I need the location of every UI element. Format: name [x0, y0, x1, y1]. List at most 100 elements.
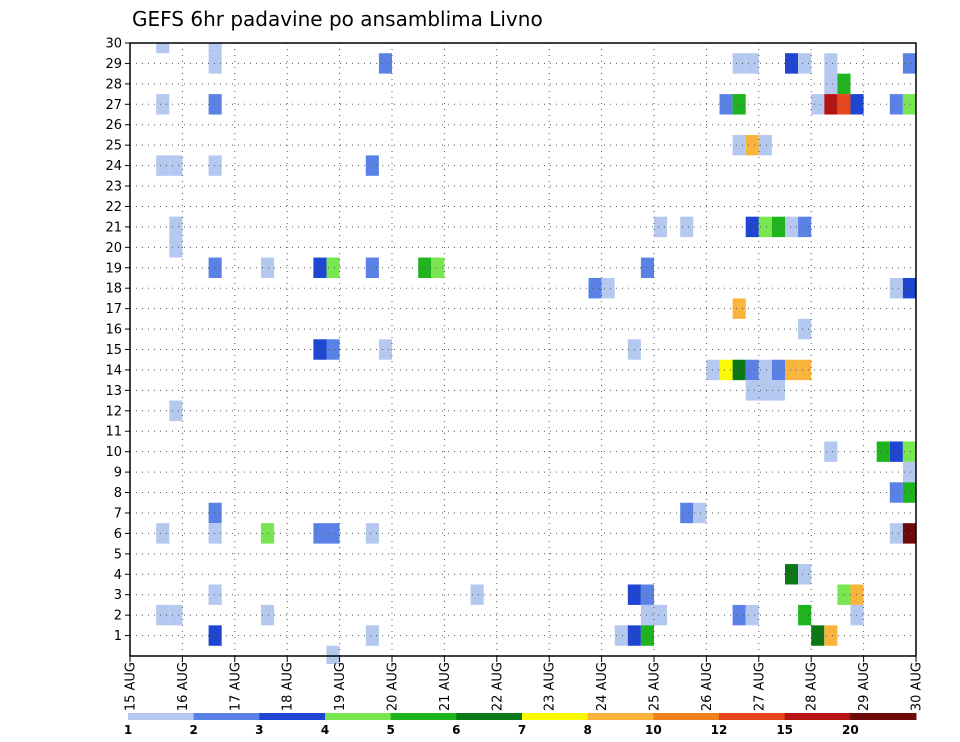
heatmap-cell [156, 604, 170, 626]
heatmap-cell [365, 625, 379, 646]
heatmap-cell [758, 134, 772, 156]
y-tick-label: 7 [114, 506, 122, 521]
heatmap-cell [785, 564, 799, 585]
x-tick-label: 21 AUG [438, 662, 453, 711]
heatmap-cell [889, 277, 903, 299]
x-tick-label: 26 AUG [700, 662, 715, 711]
heatmap-cell [889, 523, 903, 544]
y-tick-label: 16 [105, 323, 122, 338]
colorbar-swatch [719, 713, 786, 720]
heatmap-cell [208, 155, 222, 176]
colorbar-swatch [259, 713, 326, 720]
colorbar-swatch [325, 713, 392, 720]
x-tick-label: 24 AUG [595, 662, 610, 711]
heatmap-cell [758, 359, 772, 381]
y-tick-label: 27 [105, 98, 122, 113]
y-tick-label: 10 [105, 445, 122, 460]
heatmap-cell [693, 502, 707, 524]
heatmap-cell [902, 441, 916, 462]
colorbar-swatch [653, 713, 720, 720]
heatmap-cell [745, 216, 759, 238]
heatmap-cell [902, 482, 916, 503]
heatmap-cell [719, 94, 733, 115]
heatmap-cell [326, 257, 340, 278]
colorbar-label: 5 [386, 723, 394, 737]
heatmap-cell [378, 339, 392, 360]
heatmap-cell [732, 359, 746, 381]
heatmap-cell [889, 482, 903, 503]
y-tick-label: 22 [105, 200, 122, 215]
colorbar-label: 7 [518, 723, 526, 737]
heatmap-cell [758, 380, 772, 401]
x-tick-label: 16 AUG [176, 662, 191, 711]
heatmap-cell [824, 73, 838, 95]
heatmap-cell [169, 400, 183, 422]
heatmap-cell [837, 584, 851, 605]
colorbar-swatch [522, 713, 589, 720]
heatmap-cell [745, 359, 759, 381]
heatmap-cell [824, 625, 838, 646]
y-tick-label: 11 [105, 425, 122, 440]
x-tick-label: 18 AUG [281, 662, 296, 711]
heatmap-cell [365, 523, 379, 544]
heatmap-cell [837, 94, 851, 115]
colorbar-label: 20 [842, 723, 859, 737]
heatmap-cell [326, 645, 340, 664]
heatmap-cell [798, 318, 812, 340]
colorbar-swatch [850, 713, 917, 720]
heatmap-cell [732, 53, 746, 74]
heatmap-cell [850, 94, 864, 115]
heatmap-cell [601, 277, 615, 299]
heatmap-cell [785, 216, 799, 238]
heatmap-cell [326, 523, 340, 544]
colorbar-label: 6 [452, 723, 460, 737]
colorbar-swatch [587, 713, 654, 720]
heatmap-cell [732, 94, 746, 115]
heatmap-cell [785, 359, 799, 381]
heatmap-cell [798, 359, 812, 381]
y-tick-label: 6 [114, 527, 122, 542]
colorbar-label: 8 [583, 723, 591, 737]
heatmap-cell [313, 523, 327, 544]
y-tick-label: 8 [114, 486, 122, 501]
heatmap-cell [156, 94, 170, 115]
colorbar-label: 12 [711, 723, 728, 737]
x-tick-label: 22 AUG [490, 662, 505, 711]
heatmap-cells [156, 43, 916, 664]
heatmap-cell [169, 604, 183, 626]
heatmap-cell [470, 584, 484, 605]
heatmap-cell [732, 604, 746, 626]
x-tick-label: 20 AUG [386, 662, 401, 711]
heatmap-cell [902, 461, 916, 483]
heatmap-cell [824, 441, 838, 462]
colorbar-label: 10 [645, 723, 662, 737]
y-tick-label: 30 [105, 37, 122, 52]
heatmap-cell [208, 523, 222, 544]
y-tick-label: 2 [114, 609, 122, 624]
colorbar-swatch [128, 713, 195, 720]
colorbar-swatch [390, 713, 457, 720]
heatmap-cell [169, 155, 183, 176]
heatmap-cell [850, 584, 864, 605]
heatmap-cell [745, 380, 759, 401]
x-tick-label: 17 AUG [228, 662, 243, 711]
heatmap-cell [798, 564, 812, 585]
x-tick-label: 30 AUG [910, 662, 925, 711]
chart-title: GEFS 6hr padavine po ansamblima Livno [132, 7, 543, 31]
x-tick-label: 19 AUG [333, 662, 348, 711]
colorbar-swatch [193, 713, 260, 720]
y-tick-label: 13 [105, 384, 122, 399]
heatmap-cell [313, 339, 327, 360]
x-tick-label: 23 AUG [543, 662, 558, 711]
y-tick-label: 1 [114, 629, 122, 644]
colorbar-label: 15 [776, 723, 793, 737]
x-tick-label: 29 AUG [857, 662, 872, 711]
colorbar-swatch [456, 713, 523, 720]
heatmap-cell [261, 257, 275, 278]
heatmap-cell [640, 604, 654, 626]
heatmap-cell [326, 339, 340, 360]
heatmap-cell [313, 257, 327, 278]
heatmap-cell [614, 625, 628, 646]
heatmap-cell [640, 625, 654, 646]
heatmap-cell [156, 523, 170, 544]
